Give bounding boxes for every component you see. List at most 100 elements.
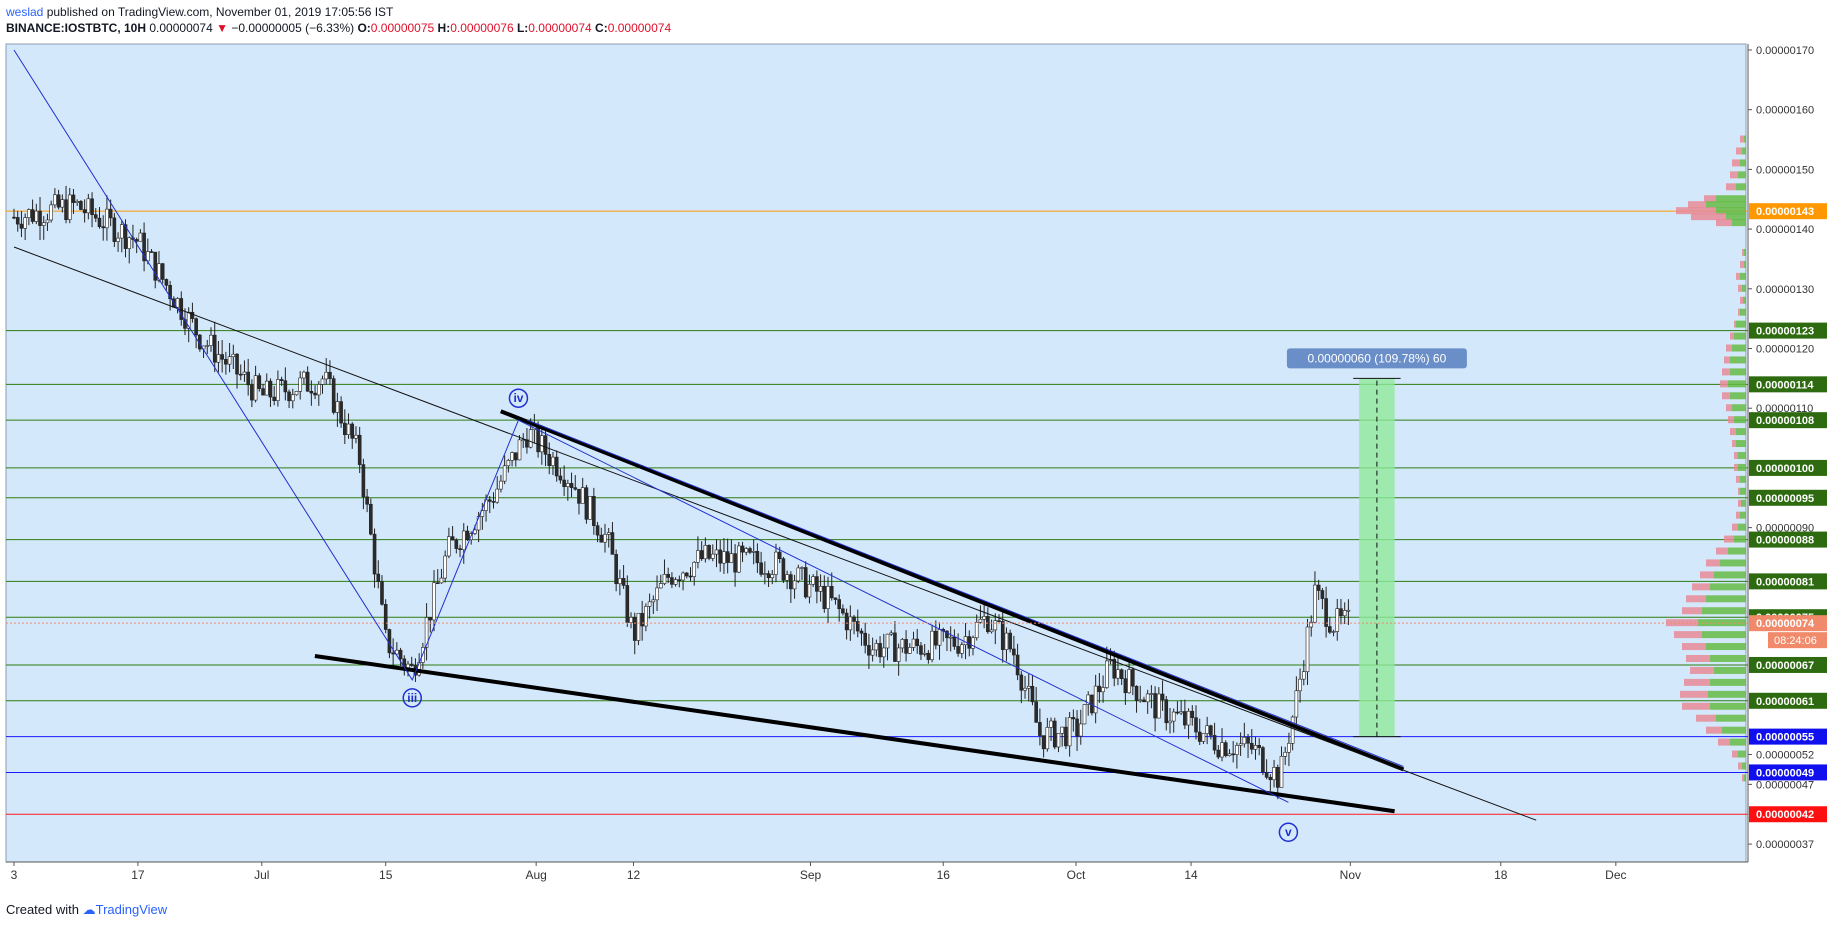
candle-body (380, 581, 384, 605)
candle-body (725, 551, 730, 563)
projection-box[interactable] (1359, 378, 1395, 737)
candle-body (592, 496, 596, 526)
candle-body (640, 613, 644, 627)
volume-profile-down (1730, 332, 1734, 340)
volume-profile-down (1724, 535, 1734, 543)
volume-profile-up (1734, 535, 1746, 543)
volume-profile-up (1741, 499, 1746, 507)
candle-body (142, 232, 146, 262)
level-label-bg (1749, 459, 1827, 476)
wave-label-circle (508, 388, 529, 408)
candle-body (268, 380, 273, 398)
countdown-label: 08:24:06 (1774, 635, 1817, 647)
candle-body (1283, 751, 1288, 757)
candle-body (376, 573, 381, 582)
volume-profile-up (1736, 320, 1746, 328)
trendline-upper-wedge[interactable] (500, 409, 1405, 772)
tradingview-brand[interactable]: TradingView (95, 902, 168, 917)
candle-body (1075, 718, 1079, 737)
volume-profile-up (1738, 523, 1746, 531)
candle-body (1335, 608, 1340, 632)
candle-body (692, 561, 697, 577)
volume-profile-down (1740, 260, 1744, 268)
candle-body (841, 608, 845, 614)
x-tick-label: 12 (627, 868, 641, 882)
volume-profile-down (1691, 213, 1726, 221)
candle-body (79, 201, 83, 210)
candle-body (714, 549, 719, 555)
candle-body (1186, 710, 1191, 726)
candle-body (105, 208, 109, 229)
volume-profile-down (1696, 714, 1716, 722)
candle-body (744, 548, 749, 553)
wave-label: iii (407, 691, 417, 705)
volume-profile-up (1728, 380, 1746, 388)
candle-body (699, 550, 704, 560)
trendline-long-downtrend[interactable] (13, 246, 1537, 821)
volume-profile-down (1726, 183, 1736, 191)
candle-body (658, 583, 663, 589)
candle-body (815, 576, 819, 592)
volume-profile-down (1738, 487, 1740, 495)
candle-body (751, 551, 756, 553)
y-tick-label: 0.00000160 (1756, 105, 1814, 117)
candle-body (1067, 717, 1072, 747)
trendline-lower-wedge[interactable] (314, 654, 1395, 814)
candle-body (580, 487, 585, 504)
volume-profile-up (1736, 428, 1746, 436)
candle-body (1209, 725, 1213, 736)
candle-body (826, 586, 830, 609)
candle-body (722, 551, 726, 564)
candle-body (577, 488, 581, 504)
volume-profile-up (1730, 356, 1746, 364)
trendline-wave-upper[interactable] (527, 419, 1404, 767)
volume-profile-down (1726, 404, 1732, 412)
candle-body (1272, 767, 1276, 781)
volume-profile-up (1740, 308, 1746, 316)
plot-area[interactable] (5, 43, 1747, 863)
candle-body (372, 533, 377, 575)
level-label: 0.00000114 (1756, 379, 1814, 391)
candle-body (1205, 725, 1209, 734)
elliott-wave-path[interactable] (13, 49, 1289, 803)
candle-body (1164, 699, 1169, 724)
candle-body (774, 551, 778, 575)
candle-body (86, 198, 91, 214)
candle-body (1038, 722, 1042, 736)
candle-body (391, 652, 395, 655)
candle-body (1331, 631, 1336, 633)
author-link[interactable]: weslad (6, 5, 44, 19)
candle-body (443, 555, 447, 579)
candle-body (1324, 598, 1328, 627)
candle-body (149, 251, 154, 253)
candle-body (328, 371, 332, 379)
candle-body (138, 232, 143, 242)
candle-body (844, 612, 849, 631)
candle-body (1019, 674, 1024, 691)
level-label: 0.00000042 (1756, 809, 1814, 821)
candle-body (926, 652, 931, 660)
level-label: 0.00000095 (1756, 493, 1814, 505)
price-axis[interactable] (1748, 44, 1828, 862)
candle-body (60, 199, 65, 208)
x-tick-label: Jul (254, 868, 269, 882)
candle-body (595, 525, 600, 536)
y-tick-label: 0.00000130 (1756, 284, 1814, 296)
volume-profile-up (1714, 666, 1746, 674)
tradingview-logo-icon[interactable]: ☁ (82, 902, 96, 917)
candle-body (1264, 772, 1269, 778)
candle-body (1231, 753, 1235, 756)
candle-body (837, 599, 841, 610)
candle-body (127, 237, 132, 249)
volume-profile-down (1738, 762, 1742, 770)
candle-body (867, 645, 871, 656)
candle-body (632, 617, 637, 641)
volume-profile-down (1690, 666, 1714, 674)
volume-profile-up (1742, 284, 1746, 292)
candle-body (1320, 590, 1325, 599)
close-label: C: (595, 21, 608, 35)
candle-body (893, 632, 897, 662)
candle-body (1041, 735, 1046, 750)
volume-profile-up (1738, 171, 1746, 179)
